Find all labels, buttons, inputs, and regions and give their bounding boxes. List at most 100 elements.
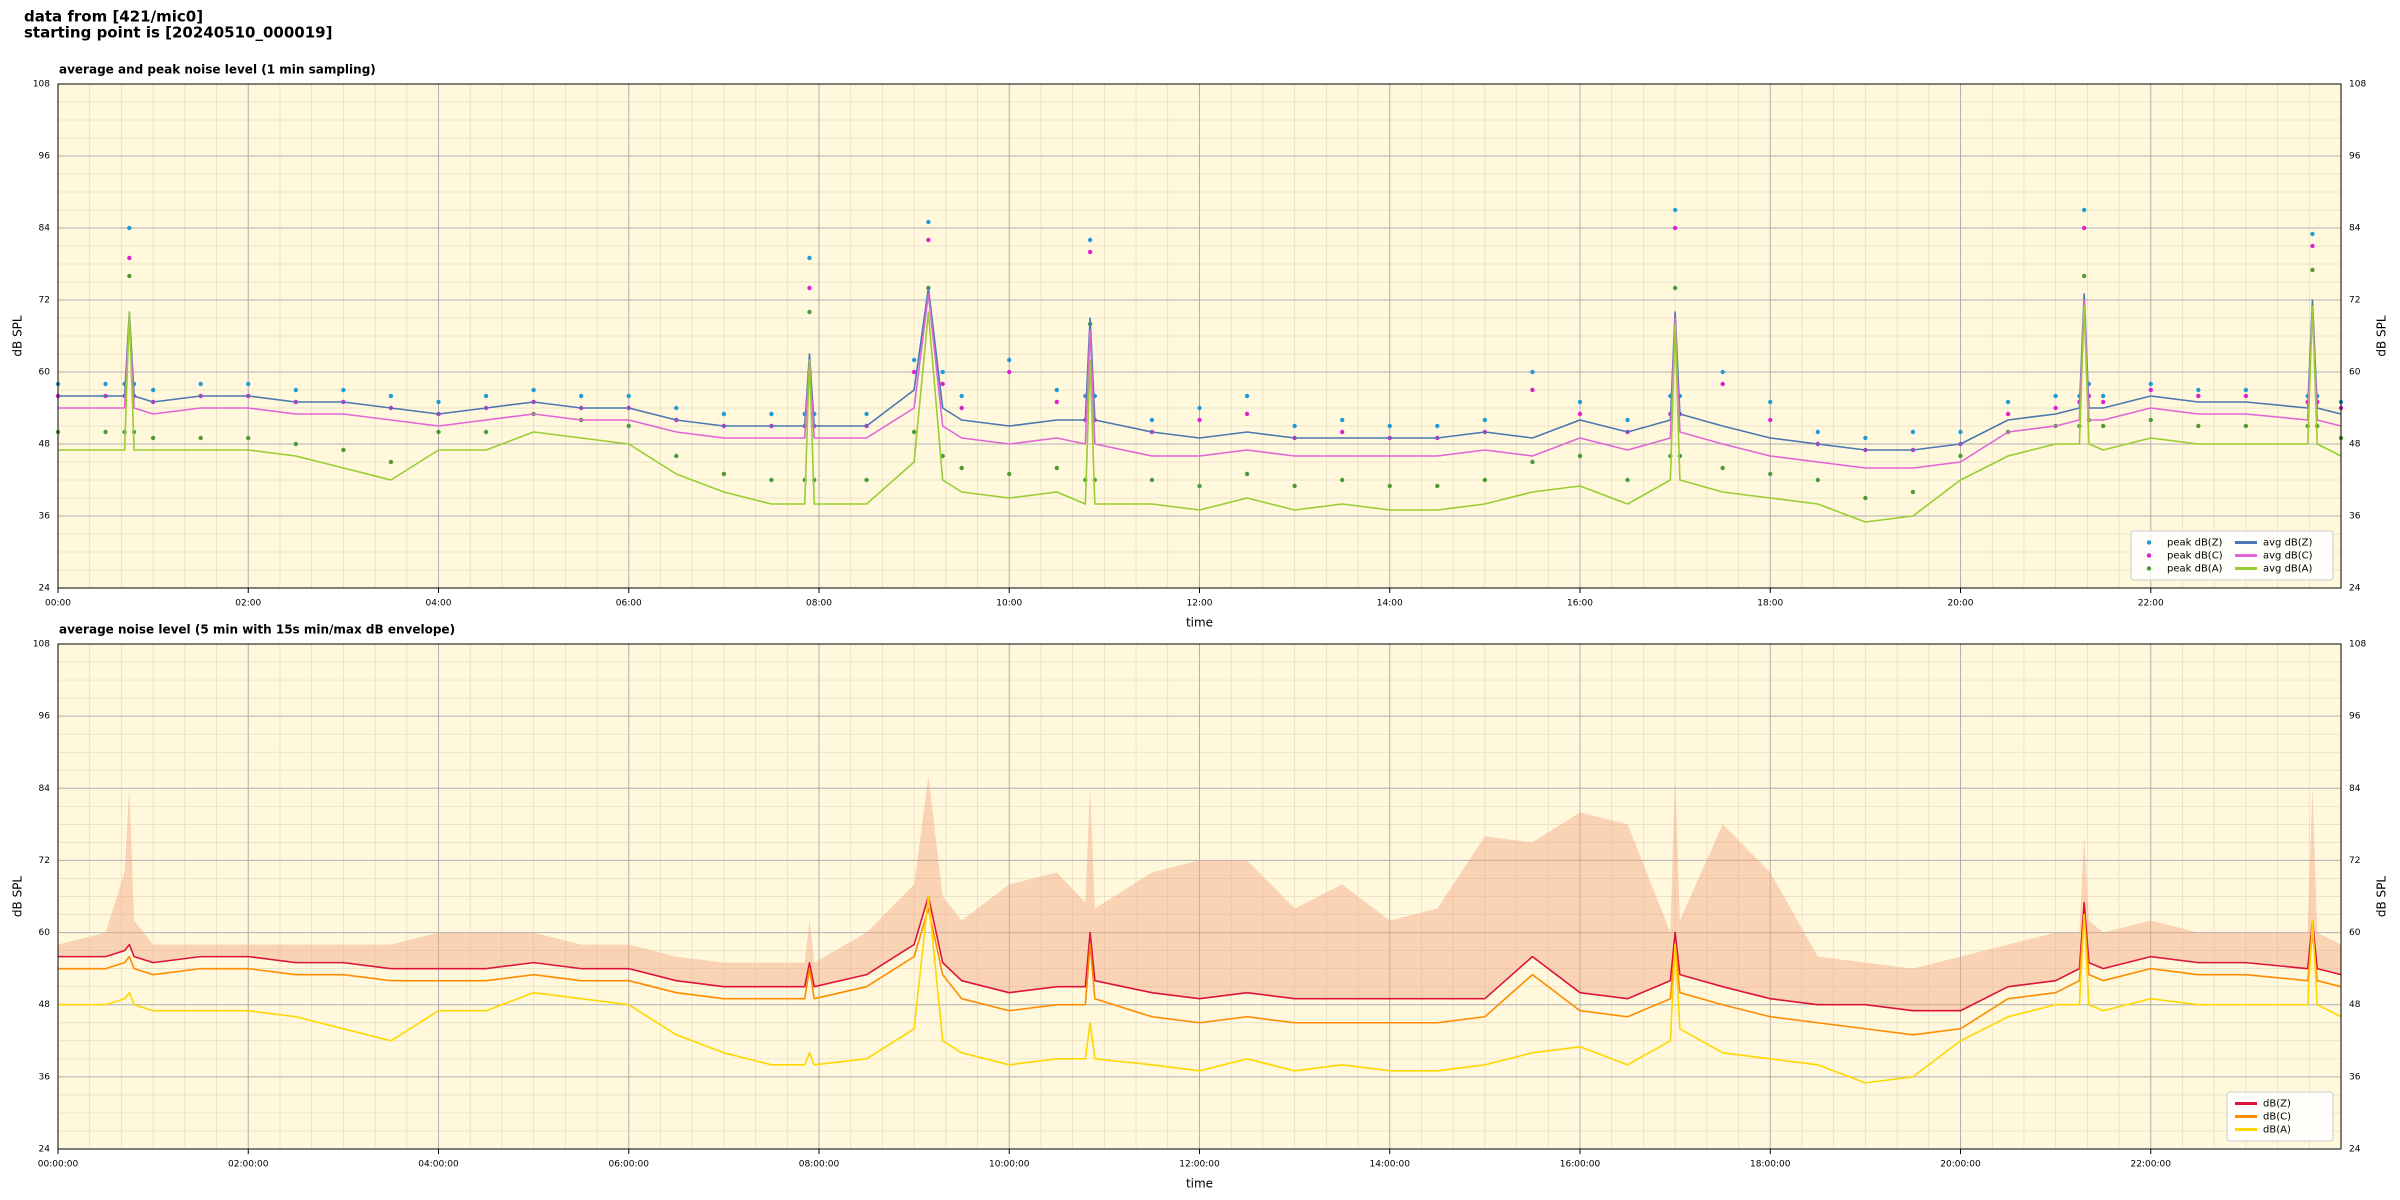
y-tick-label: 24	[39, 1145, 51, 1155]
y-axis-label: dB SPL	[11, 876, 25, 918]
peak-point	[2005, 399, 2011, 405]
peak-point	[1577, 399, 1583, 405]
peak-point	[959, 405, 964, 411]
peak-point	[1530, 387, 1535, 393]
y-axis-label: dB SPL	[11, 315, 25, 357]
peak-point	[1435, 423, 1440, 429]
peak-point	[1244, 411, 1250, 417]
peak-point	[1149, 477, 1155, 483]
peak-point	[2053, 393, 2058, 399]
peak-point	[1339, 417, 1345, 423]
y-tick-label-right: 72	[2349, 856, 2360, 866]
y-tick-label: 108	[33, 80, 50, 90]
peak-point	[721, 471, 727, 477]
peak-point	[2310, 243, 2315, 249]
peak-point	[940, 369, 945, 375]
peak-point	[2100, 393, 2106, 399]
peak-point	[2196, 423, 2201, 429]
peak-point	[103, 381, 108, 387]
peak-point	[911, 429, 917, 435]
y-tick-label-right: 60	[2349, 368, 2361, 378]
y-tick-label: 60	[39, 368, 51, 378]
x-tick-label: 18:00:00	[1750, 1160, 1791, 1170]
legend-box	[2130, 530, 2334, 581]
peak-point	[1007, 357, 1012, 363]
peak-point	[483, 393, 489, 399]
x-tick-label: 00:00:00	[38, 1160, 79, 1170]
peak-point	[769, 411, 774, 417]
y-tick-label-right: 108	[2349, 640, 2366, 650]
series-line	[58, 895, 2342, 1084]
peak-point	[721, 411, 727, 417]
peak-point	[1910, 489, 1916, 495]
peak-point	[127, 225, 132, 231]
peak-point	[1720, 369, 1725, 375]
peak-point	[388, 459, 394, 465]
series-line	[58, 895, 2342, 1012]
peak-point	[246, 381, 251, 387]
y-tick-label-right: 84	[2349, 224, 2361, 234]
peak-point	[341, 387, 346, 393]
peak-point	[2196, 393, 2201, 399]
peak-point	[674, 405, 679, 411]
peak-point	[127, 255, 132, 261]
x-tick-label: 22:00	[2138, 599, 2164, 609]
peak-point	[1863, 435, 1868, 441]
peak-point	[2243, 387, 2249, 393]
peak-point	[578, 393, 584, 399]
peak-point	[1197, 483, 1202, 489]
legend-label: dB(Z)	[2263, 1099, 2291, 1110]
y-tick-label: 108	[33, 640, 50, 650]
peak-point	[150, 435, 156, 441]
envelope	[58, 776, 2341, 1011]
peak-point	[807, 285, 812, 291]
peak-point	[1720, 381, 1725, 387]
x-tick-label: 10:00	[996, 599, 1022, 609]
y-axis-label-right: dB SPL	[2375, 876, 2389, 918]
legend-label: avg dB(A)	[2263, 564, 2313, 575]
peak-point	[769, 477, 774, 483]
subplot-title: average and peak noise level (1 min samp…	[59, 63, 376, 77]
peak-point	[1087, 249, 1093, 255]
plot-area	[55, 207, 2344, 523]
y-tick-label-right: 48	[2349, 1000, 2361, 1010]
peak-point	[626, 393, 631, 399]
legend-label: peak dB(A)	[2167, 564, 2223, 575]
y-tick-label-right: 24	[2349, 1145, 2361, 1155]
x-tick-label: 20:00:00	[1940, 1160, 1981, 1170]
peak-point	[1387, 483, 1392, 489]
y-tick-label-right: 84	[2349, 784, 2361, 794]
y-tick-label: 96	[39, 152, 51, 162]
peak-point	[1720, 465, 1725, 471]
x-tick-label: 00:00	[45, 599, 71, 609]
legend-label: peak dB(C)	[2167, 551, 2223, 562]
peak-point	[1768, 417, 1773, 423]
x-tick-label: 14:00:00	[1370, 1160, 1411, 1170]
peak-point	[436, 399, 441, 405]
header-line: starting point is [20240510_000019]	[24, 24, 332, 42]
y-tick-label: 24	[39, 584, 51, 594]
peak-point	[198, 435, 203, 441]
peak-point	[2243, 393, 2249, 399]
peak-point	[2081, 225, 2087, 231]
peak-point	[293, 387, 299, 393]
peak-point	[2100, 399, 2106, 405]
peak-point	[1625, 417, 1630, 423]
legend-marker	[2146, 566, 2152, 571]
y-tick-label-right: 108	[2349, 80, 2366, 90]
peak-point	[2148, 387, 2153, 393]
plot-area	[58, 776, 2342, 1084]
peak-point	[1910, 429, 1916, 435]
peak-point	[388, 393, 394, 399]
peak-point	[436, 429, 441, 435]
subplot-title: average noise level (5 min with 15s min/…	[59, 623, 455, 637]
legend-label: avg dB(C)	[2263, 551, 2313, 562]
peak-point	[1577, 453, 1583, 459]
y-tick-label: 84	[39, 224, 51, 234]
peak-point	[940, 381, 945, 387]
peak-point	[1530, 369, 1535, 375]
y-tick-label-right: 96	[2349, 712, 2361, 722]
peak-point	[2196, 387, 2201, 393]
series-line	[58, 293, 2342, 469]
